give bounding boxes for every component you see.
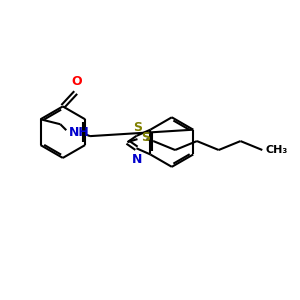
- Text: N: N: [132, 153, 143, 166]
- Text: S: S: [141, 130, 150, 144]
- Text: O: O: [71, 75, 82, 88]
- Text: S: S: [133, 121, 142, 134]
- Text: NH: NH: [69, 126, 90, 139]
- Text: CH₃: CH₃: [265, 145, 287, 155]
